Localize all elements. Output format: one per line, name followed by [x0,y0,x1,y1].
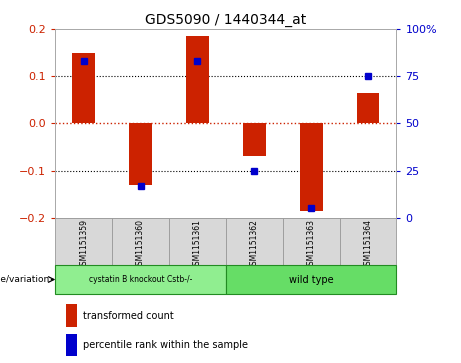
Bar [72,53,95,123]
Bar [112,218,169,265]
Bar [300,123,323,211]
Text: GSM1151363: GSM1151363 [307,219,316,270]
Bar [283,218,340,265]
Bar [186,36,209,123]
Bar [55,218,112,265]
Bar [243,123,266,156]
Bar [129,123,152,185]
Text: GSM1151364: GSM1151364 [364,219,372,270]
Title: GDS5090 / 1440344_at: GDS5090 / 1440344_at [145,13,307,26]
Text: wild type: wild type [289,274,333,285]
Bar [169,218,226,265]
Bar [226,265,396,294]
Bar [55,265,226,294]
Text: percentile rank within the sample: percentile rank within the sample [83,340,248,350]
Text: GSM1151362: GSM1151362 [250,219,259,270]
Text: GSM1151359: GSM1151359 [79,219,88,270]
Text: transformed count: transformed count [83,311,173,321]
Bar [226,218,283,265]
Text: GSM1151360: GSM1151360 [136,219,145,270]
Bar [340,218,396,265]
Bar [65,334,77,356]
Text: GSM1151361: GSM1151361 [193,219,202,270]
Text: cystatin B knockout Cstb-/-: cystatin B knockout Cstb-/- [89,275,192,284]
Bar [65,304,77,327]
Text: genotype/variation: genotype/variation [0,275,50,284]
Bar [357,93,379,123]
